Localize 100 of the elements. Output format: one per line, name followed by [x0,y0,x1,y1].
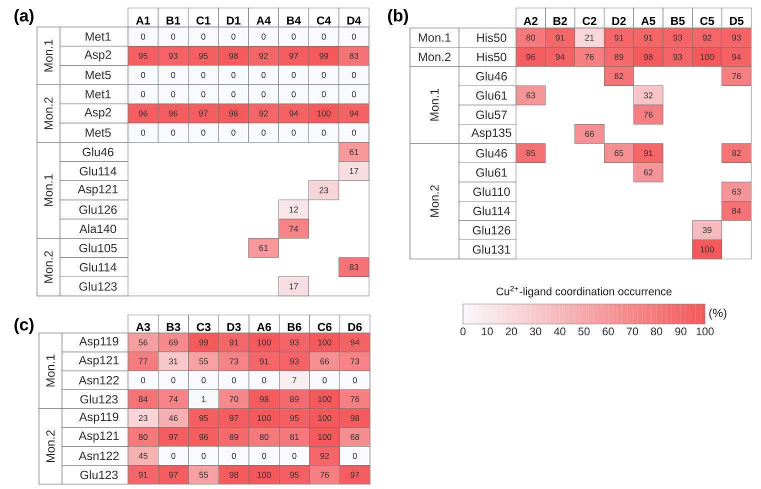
x-tick-label: C3 [196,322,211,332]
data-label: 0 [171,452,176,459]
text: Mon.1 [44,40,53,72]
data-label: 0 [202,377,206,384]
color-bar-label: 90 [675,328,686,336]
data-label: 69 [169,339,178,346]
y-tick-label: Asp135 [471,128,512,140]
data-label: 91 [138,472,148,478]
y-tick-label: Glu126 [79,205,117,214]
data-label: 0 [262,377,266,384]
x-tick-label: A1 [136,16,150,24]
data-label: 0 [141,377,146,384]
data-label: 76 [350,396,360,402]
data-label: 0 [262,452,266,459]
data-label: 96 [168,110,178,116]
text: Mon.2 [430,185,439,217]
data-label: 82 [732,150,741,156]
data-label: 97 [169,434,178,440]
color-bar-label: 60 [602,328,614,336]
y-tick-label: Glu126 [472,226,510,235]
data-label: 23 [320,187,328,194]
data-label: 89 [614,54,624,60]
y-tick-label: His50 [477,52,506,62]
data-label: 100 [700,54,714,60]
y-tick-label: Glu46 [476,72,507,81]
data-label: 76 [320,472,329,478]
data-label: 0 [141,130,146,136]
data-label: 0 [171,34,176,40]
data-label: 0 [292,130,296,136]
data-label: 76 [732,73,741,80]
y-tick-label: Asn122 [78,452,119,460]
data-label: 63 [732,188,741,195]
color-bar-label: 0 [460,328,466,336]
x-tick-label: A5 [641,17,656,25]
x-tick-label: B2 [554,17,567,26]
color-bar-label: 50 [578,328,590,336]
y-tick-label: Ala140 [79,224,116,234]
data-label: 92 [259,52,268,59]
data-label: 77 [138,358,148,364]
data-label: 82 [614,73,624,80]
data-label: 63 [526,92,536,98]
data-label: 0 [141,34,146,40]
data-label: 70 [230,396,238,402]
data-label: 91 [644,34,653,41]
data-label: 0 [231,72,236,78]
y-tick-label: Glu46 [82,147,114,156]
data-label: 68 [350,434,360,440]
data-label: 89 [290,396,299,402]
y-tick-label: Glu61 [476,168,507,177]
x-tick-label: D1 [226,16,240,24]
data-label: 56 [138,339,148,346]
color-bar-label: 80 [650,328,662,336]
color-bar-title: Cu$^{2+}$-ligand coordination occurrence [496,286,672,298]
text: Mon.2 [44,97,53,130]
data-label: 94 [732,54,741,60]
data-label: 97 [198,110,208,116]
data-label: 89 [230,434,238,440]
data-label: 95 [198,52,208,59]
data-label: 81 [290,434,299,440]
data-label: 95 [290,472,299,478]
data-label: 0 [231,130,236,136]
color-bar-label: 10 [482,328,493,336]
data-label: 95 [290,415,299,422]
x-tick-label: B1 [166,16,180,24]
y-tick-label: Glu123 [79,282,117,291]
x-tick-label: C6 [318,322,332,332]
data-label: 99 [199,339,208,346]
data-label: 80 [526,34,536,41]
y-tick-label: Glu114 [473,206,510,216]
x-tick-label: C2 [582,16,596,26]
text: (%) [709,308,726,320]
data-label: 0 [322,130,326,136]
data-label: 93 [673,54,682,60]
x-tick-label: C4 [316,16,332,25]
data-label: 100 [317,110,331,116]
data-label: 95 [138,52,148,59]
text: Mon.1 [44,174,53,206]
data-label: 98 [350,415,360,422]
data-label: 0 [171,72,176,78]
data-label: 0 [322,377,327,384]
chart-title: (c) [14,318,34,334]
data-label: 0 [292,34,296,40]
data-label: 93 [732,34,741,41]
data-label: 100 [258,339,271,346]
x-tick-label: B4 [287,16,301,24]
data-label: 66 [585,130,594,137]
data-label: 61 [259,244,268,251]
y-tick-label: Glu46 [476,148,507,158]
data-label: 73 [230,358,238,364]
data-label: 91 [230,339,238,346]
data-label: 80 [138,434,148,440]
y-tick-label: Asp121 [78,356,119,367]
x-tick-label: D5 [730,17,744,25]
color-bar-label: 70 [626,328,638,336]
data-label: 96 [526,54,536,60]
text: Mon.2 [418,52,451,62]
data-label: 0 [201,34,206,40]
data-label: 100 [318,434,332,440]
y-tick-label: Glu114 [80,262,116,272]
data-label: 0 [201,72,206,78]
